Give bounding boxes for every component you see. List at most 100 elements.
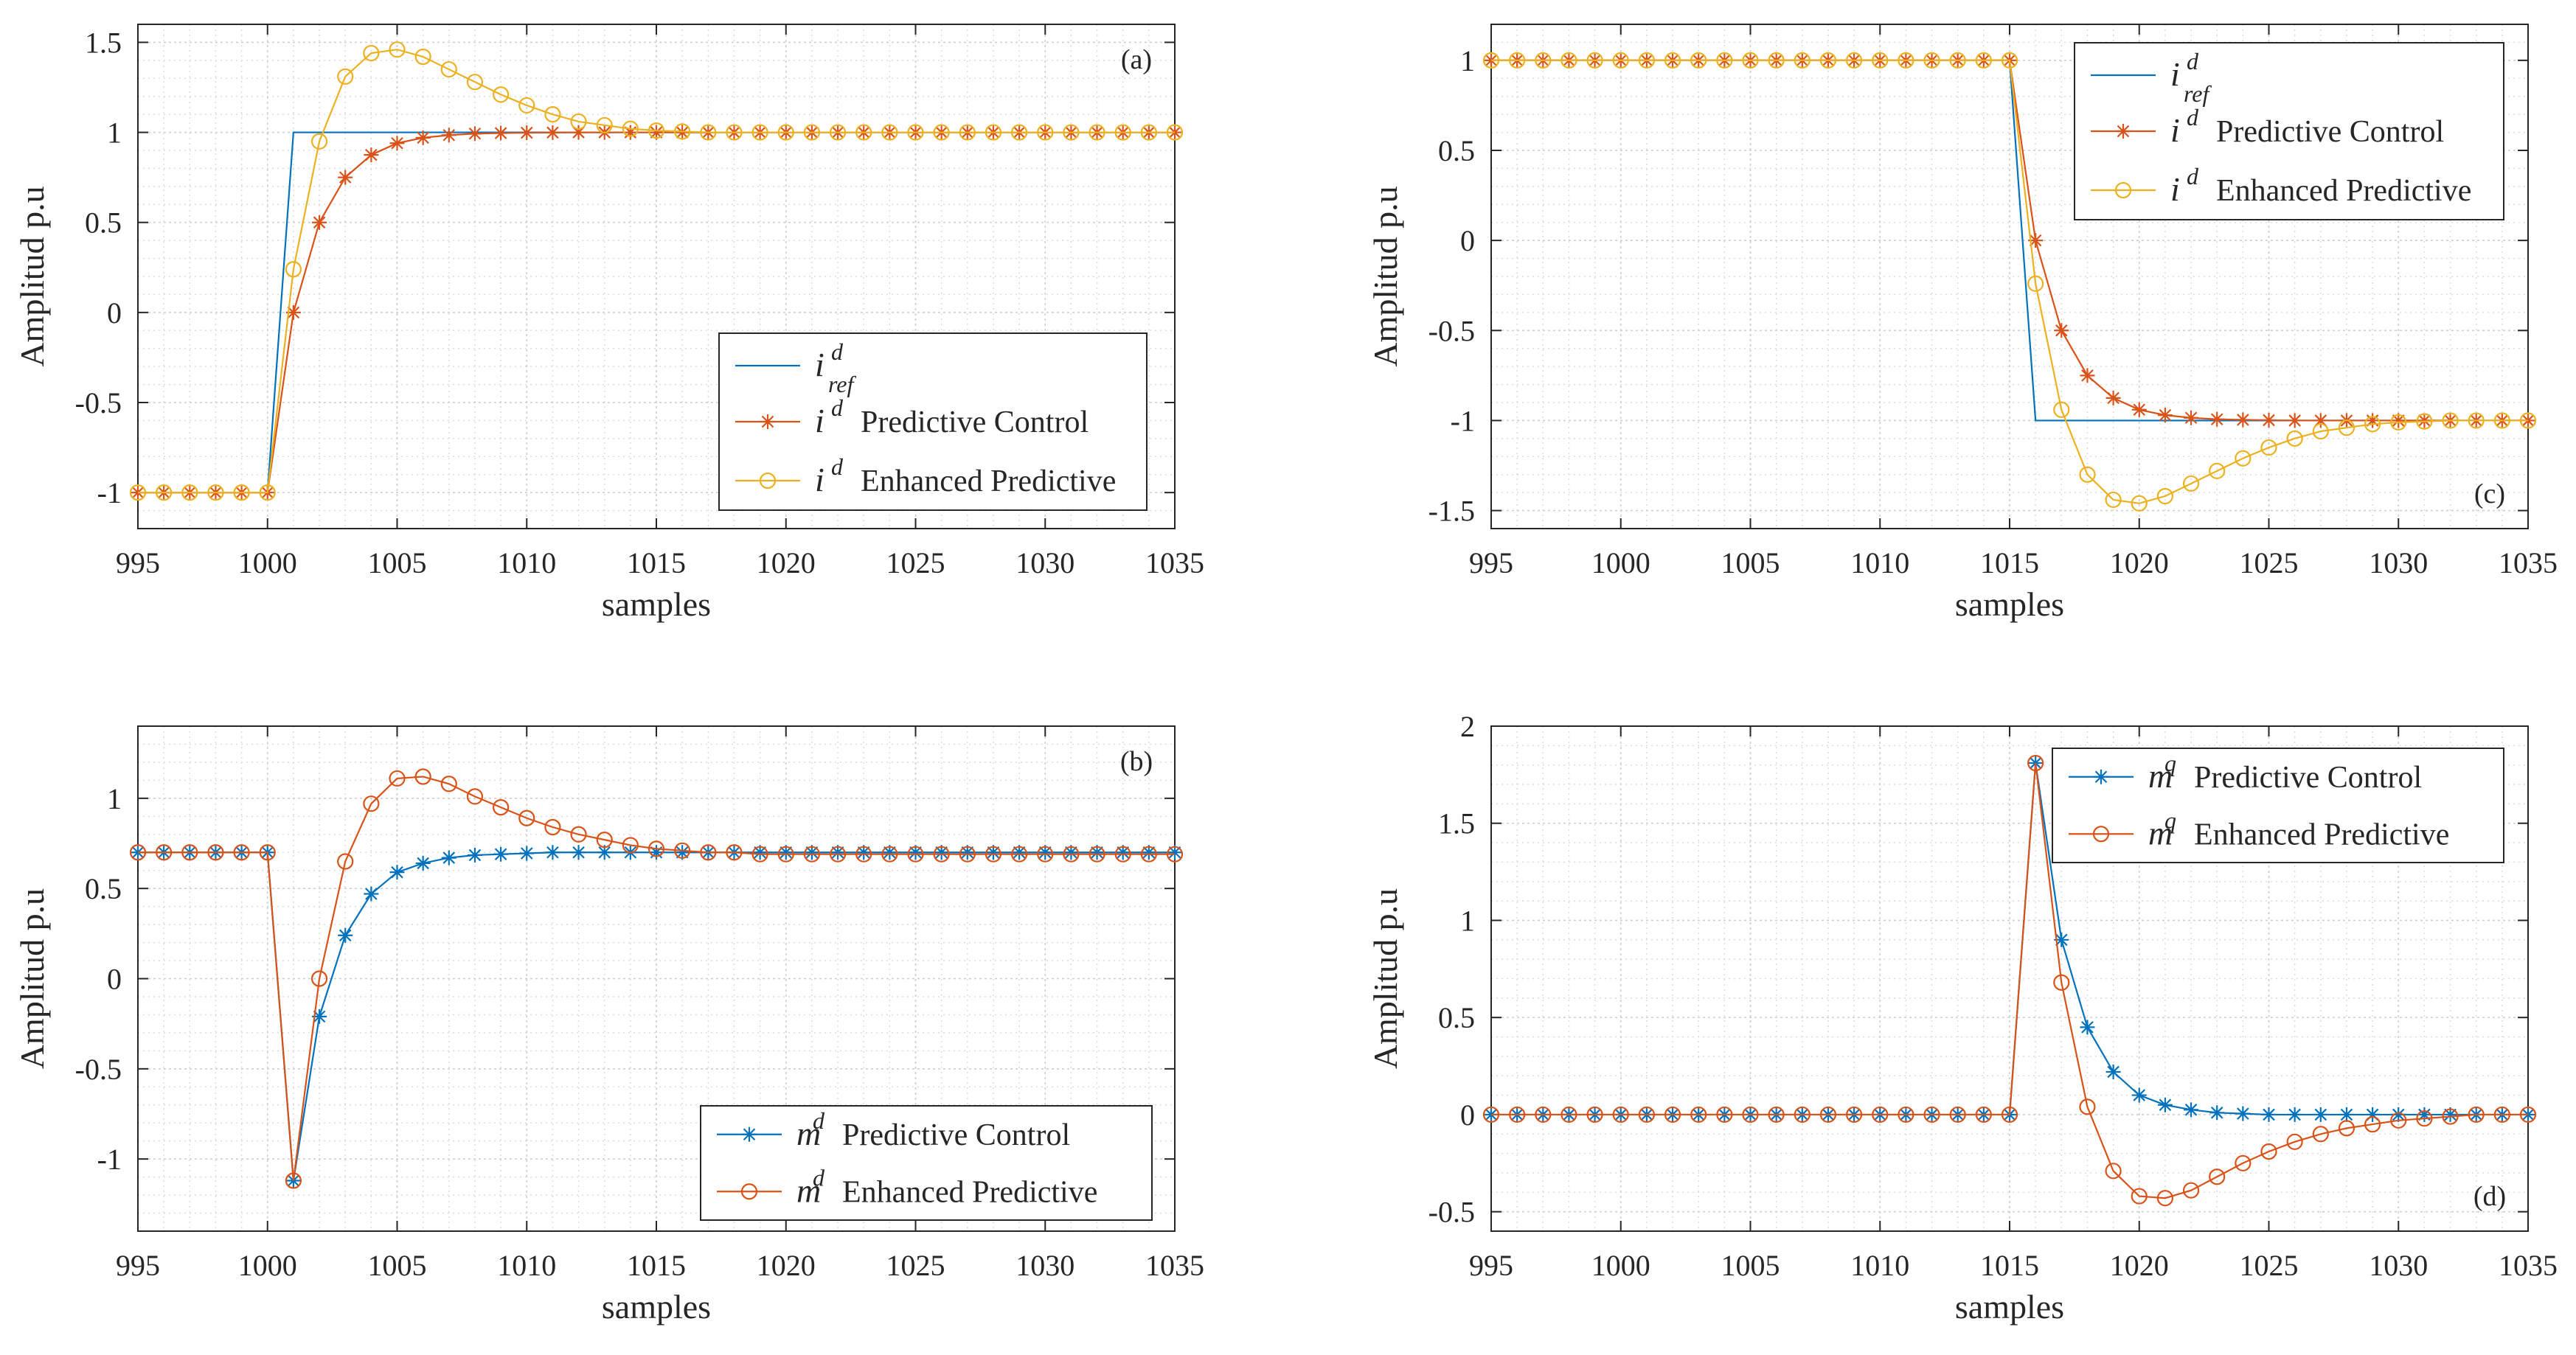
data-point <box>1037 124 1054 141</box>
legend-symbol: m <box>796 1115 821 1152</box>
data-point <box>2312 1126 2329 1143</box>
x-tick-label: 1035 <box>1145 546 1204 579</box>
data-point <box>1010 846 1028 863</box>
data-point <box>1089 846 1105 863</box>
y-tick-label: -1.5 <box>1428 495 1475 528</box>
x-tick-label: 1015 <box>627 546 686 579</box>
legend-label: Predictive Control <box>842 1118 1070 1152</box>
legend-symbol: m <box>796 1171 821 1209</box>
data-point <box>751 846 768 863</box>
data-point <box>2390 1112 2407 1129</box>
data-point <box>959 845 975 860</box>
data-point <box>1482 1106 1500 1124</box>
data-point <box>2156 487 2173 505</box>
data-point <box>2417 413 2432 428</box>
data-point <box>1872 52 1889 69</box>
data-point <box>2079 466 2096 483</box>
x-tick-label: 995 <box>1469 1249 1513 1282</box>
y-tick-label: 0 <box>107 963 122 996</box>
legend-superscript: d <box>813 1164 825 1191</box>
data-point <box>2313 413 2328 428</box>
x-tick-label: 1015 <box>627 1249 686 1282</box>
x-tick-label: 995 <box>116 1249 160 1282</box>
data-point <box>881 124 898 141</box>
data-point <box>1872 1106 1889 1124</box>
legend-marker <box>2092 826 2110 843</box>
y-tick-label: 0 <box>1460 1098 1475 1132</box>
data-point <box>207 844 224 861</box>
data-point <box>519 125 535 141</box>
data-point <box>1140 846 1157 863</box>
data-point <box>648 840 665 857</box>
data-point <box>2260 439 2277 456</box>
x-tick-label: 1005 <box>368 1249 427 1282</box>
data-point <box>129 844 147 861</box>
data-point <box>389 136 405 151</box>
y-tick-label: -0.5 <box>1428 1196 1475 1229</box>
data-point <box>2286 1133 2303 1150</box>
data-point <box>700 844 717 861</box>
y-tick-label: 1 <box>107 116 122 150</box>
data-point <box>338 170 353 185</box>
data-point <box>285 261 302 278</box>
data-point <box>1819 52 1837 69</box>
data-point <box>2054 932 2069 947</box>
data-point <box>959 124 976 141</box>
data-point <box>440 60 457 78</box>
data-point <box>337 68 354 85</box>
panel-label: (d) <box>2473 1181 2506 1212</box>
data-point <box>467 126 482 142</box>
chart-panel-a: 995 1000 1005 1010 1015 1020 1025 1030 1035 -1 -0.… <box>13 24 1204 623</box>
data-point <box>2287 1107 2302 1122</box>
data-point <box>337 853 354 870</box>
data-point <box>1898 1106 1914 1124</box>
data-point <box>415 855 431 871</box>
data-point <box>622 120 639 137</box>
data-point <box>519 846 535 861</box>
data-point <box>440 776 457 793</box>
data-point <box>441 128 456 143</box>
data-point <box>1664 52 1681 69</box>
data-point <box>1586 1106 1603 1124</box>
data-point <box>2286 430 2303 447</box>
legend-symbol: i <box>2170 111 2180 149</box>
data-point <box>649 845 664 860</box>
x-axis-label: samples <box>602 585 711 623</box>
data-point <box>2365 1107 2381 1122</box>
data-point <box>1140 124 1157 141</box>
y-tick-label: -0.5 <box>75 1053 122 1086</box>
data-point <box>571 125 586 140</box>
plot-series <box>129 41 1184 501</box>
x-tick-label: 1010 <box>497 1249 556 1282</box>
data-point <box>467 847 482 863</box>
x-axis-label: samples <box>602 1288 711 1326</box>
y-tick-label: 0 <box>107 296 122 330</box>
data-point <box>571 845 586 860</box>
data-point <box>1560 1106 1577 1124</box>
y-tick-label: -1 <box>97 1143 122 1176</box>
y-tick-label: 0.5 <box>85 206 122 240</box>
data-point <box>751 124 768 141</box>
data-point <box>363 44 380 62</box>
data-point <box>622 837 639 854</box>
x-tick-label: 1020 <box>757 1249 816 1282</box>
data-point <box>570 113 587 130</box>
data-point <box>1166 846 1184 863</box>
data-point <box>1167 845 1182 860</box>
x-tick-label: 1025 <box>2240 1249 2299 1282</box>
x-tick-label: 1035 <box>2499 546 2558 579</box>
data-point <box>2209 1168 2226 1185</box>
data-point <box>2261 412 2277 428</box>
plot-series <box>1482 754 2537 1207</box>
data-point <box>1716 1106 1733 1124</box>
data-point <box>2001 1106 2018 1124</box>
data-point <box>1063 845 1079 860</box>
data-point <box>2131 495 2148 512</box>
data-point <box>1768 52 1785 69</box>
series-3 <box>1482 52 2537 512</box>
data-point <box>2105 491 2122 509</box>
data-point <box>310 133 328 150</box>
chart-panel-b: 995 1000 1005 1010 1015 1020 1025 1030 1035 -1 -0.… <box>13 725 1204 1326</box>
data-point <box>2365 413 2381 428</box>
data-point <box>648 122 665 139</box>
